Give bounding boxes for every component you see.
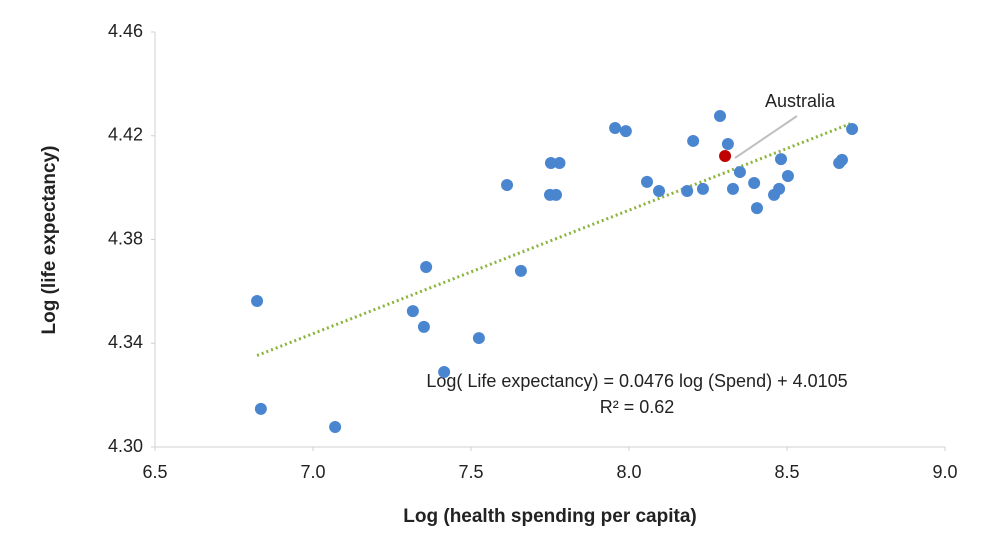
r-squared: R² = 0.62 [600, 397, 675, 417]
y-tick-label: 4.38 [108, 228, 143, 248]
point [641, 175, 654, 188]
y-tick-label: 4.42 [108, 125, 143, 145]
y-tick-label: 4.46 [108, 21, 143, 41]
point [438, 366, 451, 379]
point [329, 421, 342, 434]
trendline-equation: Log( Life expectancy) = 0.0476 log (Spen… [426, 371, 847, 391]
point [420, 260, 433, 273]
x-tick-label: 8.5 [774, 462, 799, 482]
point [609, 121, 622, 134]
x-tick-label: 7.0 [300, 462, 325, 482]
point [687, 134, 700, 147]
point [406, 305, 419, 318]
y-tick-label: 4.30 [108, 436, 143, 456]
point [696, 182, 709, 195]
point [417, 320, 430, 333]
y-tick-label: 4.34 [108, 332, 143, 352]
trendline [256, 121, 853, 357]
point [721, 138, 734, 151]
point [681, 184, 694, 197]
point [553, 156, 566, 169]
point [846, 123, 859, 136]
point [514, 264, 527, 277]
point [750, 202, 763, 215]
point [653, 184, 666, 197]
point [719, 149, 732, 162]
point [773, 182, 786, 195]
point [501, 179, 514, 192]
point [781, 169, 794, 182]
x-tick-label: 8.0 [616, 462, 641, 482]
point [733, 166, 746, 179]
annotation-leader [734, 115, 798, 159]
x-axis-title: Log (health spending per capita) [403, 506, 696, 527]
x-tick-label: 9.0 [932, 462, 957, 482]
point [550, 188, 563, 201]
x-tick-label: 7.5 [458, 462, 483, 482]
point [774, 153, 787, 166]
y-axis-title: Log (life expectancy) [39, 146, 60, 335]
point [748, 176, 761, 189]
x-tick-label: 6.5 [142, 462, 167, 482]
point [726, 182, 739, 195]
point [472, 332, 485, 345]
annotation: Australia [765, 91, 836, 111]
point [251, 294, 264, 307]
point [544, 156, 557, 169]
point [619, 125, 632, 138]
point [714, 110, 727, 123]
point [835, 153, 848, 166]
point [254, 402, 267, 415]
